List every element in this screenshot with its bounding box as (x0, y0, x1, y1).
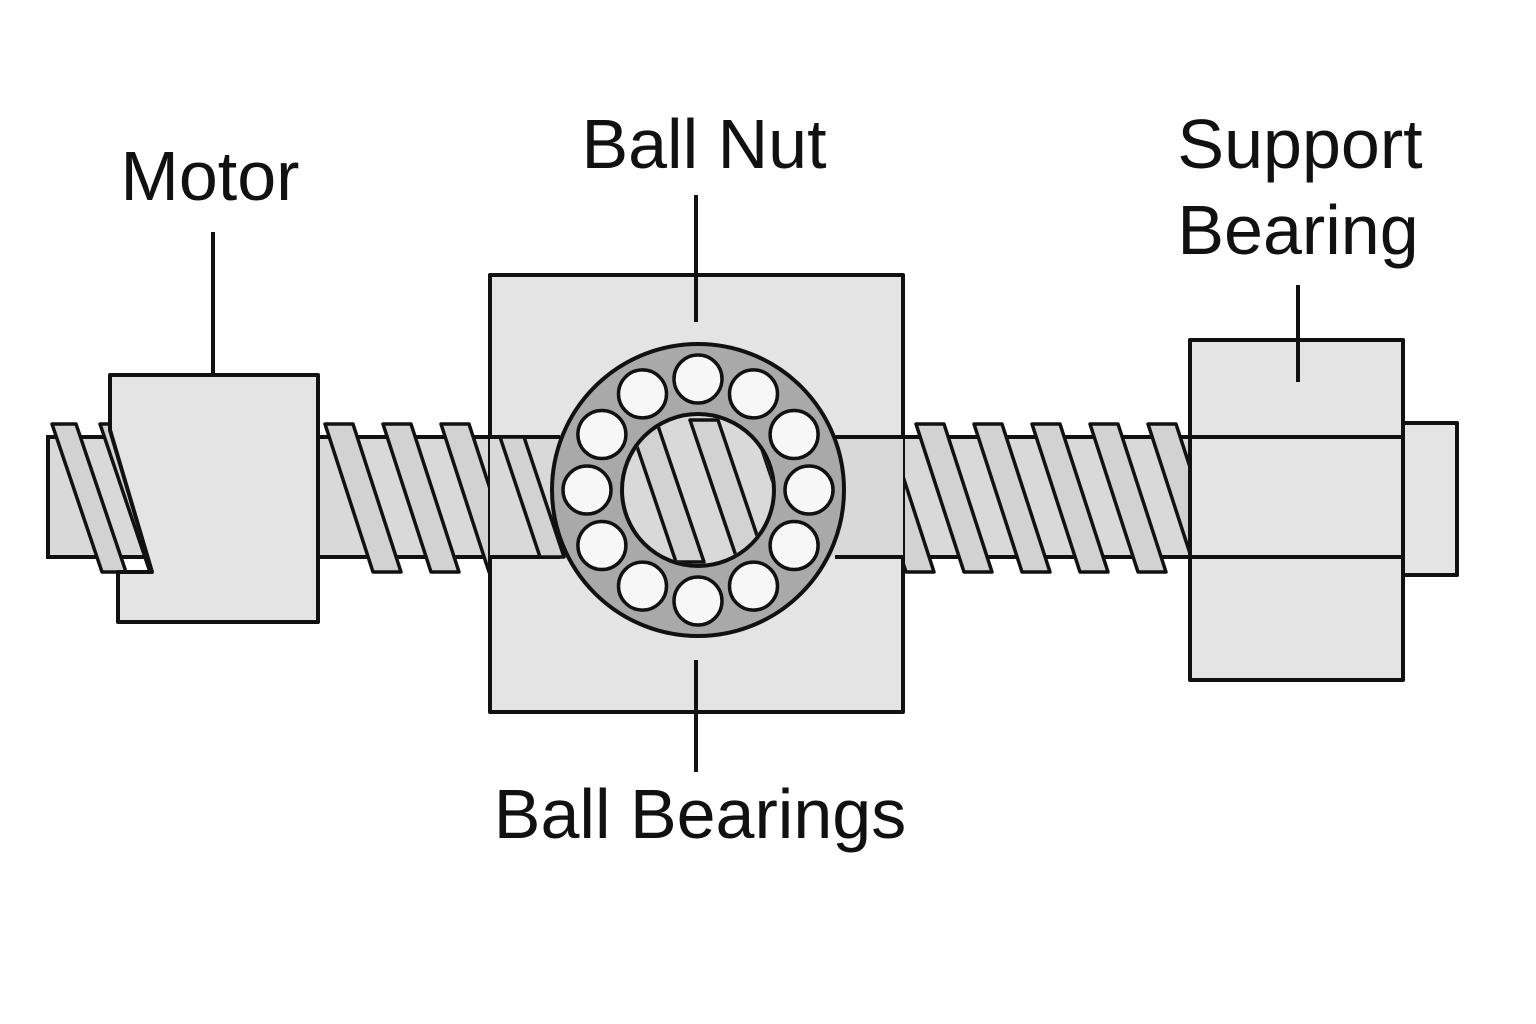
thread-rib (914, 422, 994, 574)
ball-bearing (576, 519, 628, 572)
support-bearing-label-line1: Support (1177, 105, 1422, 183)
thread-rib (972, 422, 1052, 574)
shaft-threads-nut (498, 435, 566, 559)
ball-bearings-label: Ball Bearings (494, 775, 906, 853)
thread-rib (323, 422, 403, 574)
ball-bearing (768, 519, 820, 572)
ball-bearings-set (561, 353, 835, 627)
ball-bearing-ring (550, 342, 846, 638)
ball-bearing (616, 560, 669, 612)
ball-bearing (727, 368, 780, 420)
shaft-end-stub (1401, 421, 1459, 577)
ball-bearing (672, 575, 724, 627)
support-bearing-label-line2: Bearing (1177, 191, 1418, 269)
motor-block (108, 373, 320, 624)
ball-bearing (672, 353, 724, 405)
thread-rib (381, 422, 461, 574)
support-bearing-block (1188, 338, 1405, 682)
ball-bearing (576, 408, 628, 461)
ball-bearing (561, 464, 613, 516)
ball-bearing (616, 368, 669, 420)
thread-rib (1030, 422, 1110, 574)
thread-rib (498, 435, 566, 559)
ball-bearing (727, 560, 780, 612)
ball-bearing (768, 408, 820, 461)
ball-bearing (783, 464, 835, 516)
ball-nut-label: Ball Nut (581, 105, 826, 183)
thread-rib (1088, 422, 1168, 574)
motor-label: Motor (121, 137, 300, 215)
